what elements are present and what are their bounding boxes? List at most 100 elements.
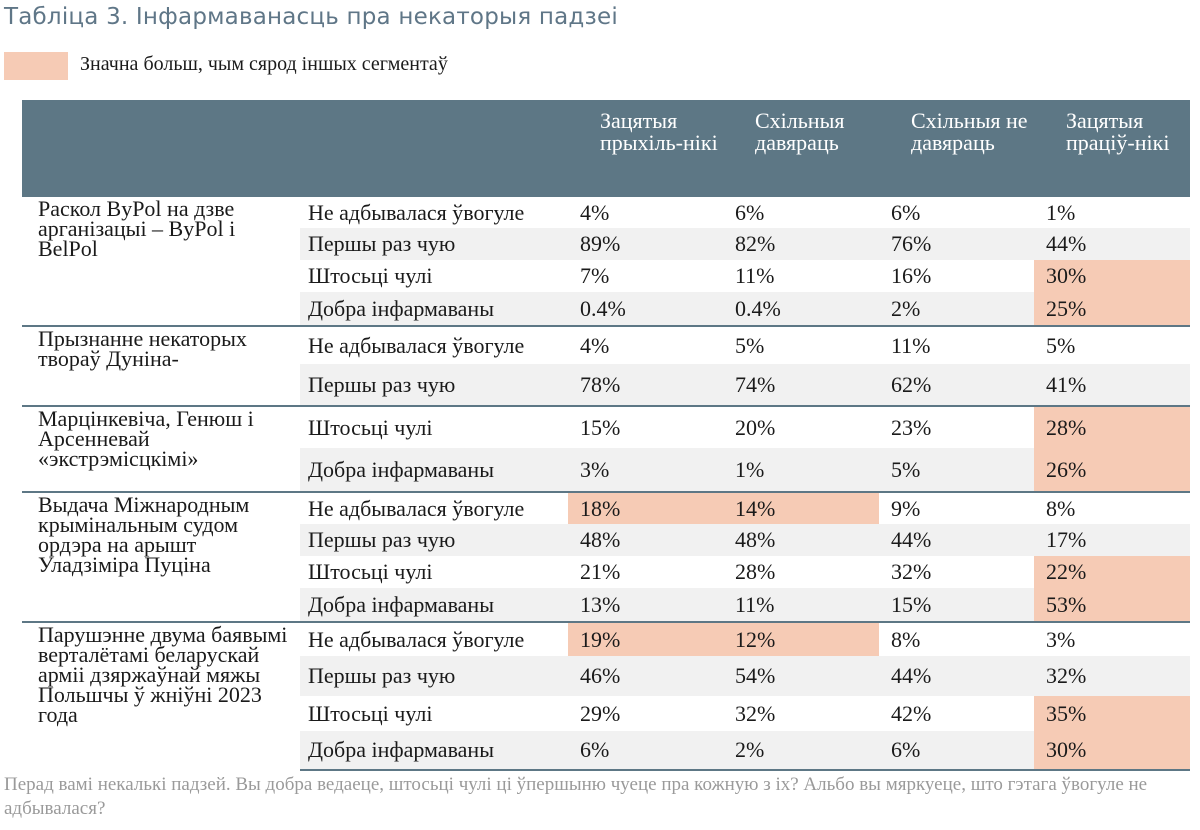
value-cell-col-1: 89%: [568, 228, 723, 260]
value-cell-col-2: 48%: [723, 524, 879, 556]
value-cell-col-1: 15%: [568, 405, 723, 448]
value-cell-col-4: 28%: [1034, 405, 1190, 448]
value-cell-col-3: 6%: [879, 731, 1034, 771]
value-cell-col-4: 30%: [1034, 260, 1190, 292]
value-cell-col-3: 8%: [879, 621, 1034, 656]
event-cell-helicopters-border: Парушэнне двума баявымі верталётамі бела…: [22, 621, 300, 771]
header-blank-event: [22, 100, 300, 195]
table-row: Першы раз чую 89% 82% 76% 44%: [22, 228, 1190, 260]
table-row: Парушэнне двума баявымі верталётамі бела…: [22, 621, 1190, 771]
footnote: Перад вамі некалькі падзей. Вы добра вед…: [4, 774, 1148, 819]
value-cell-col-1: 19%: [568, 621, 723, 656]
answer-cell: Першы раз чую: [300, 524, 568, 556]
value-cell-col-2: 20%: [723, 405, 879, 448]
value-cell-col-3: 76%: [879, 228, 1034, 260]
value-cell-col-3: 5%: [879, 448, 1034, 491]
event-cell-putin-warrant: Выдача Міжнародным крымінальным судом ор…: [22, 491, 300, 621]
answer-cell: Першы раз чую: [300, 364, 568, 405]
header-col-4: Зацятыя праціў-нікі: [1034, 100, 1190, 195]
answer-cell: Штосьці чулі: [300, 556, 568, 588]
value-cell-col-3: 9%: [879, 491, 1034, 524]
answer-cell: Першы раз чую: [300, 228, 568, 260]
answer-cell: Добра інфармаваны: [300, 292, 568, 325]
legend-label: Значна больш, чым сярод іншых сегментаў: [80, 53, 448, 75]
value-cell-col-4: 53%: [1034, 588, 1190, 621]
value-cell-col-2: 1%: [723, 448, 879, 491]
legend-swatch: [4, 52, 68, 80]
table-row: Першы раз чую 46% 54% 44% 32%: [22, 656, 1190, 696]
table-row: Выдача Міжнародным крымінальным судом ор…: [22, 491, 1190, 621]
header-col-3-label: Схільныя не давяраць: [911, 108, 1028, 155]
value-cell-col-4: 41%: [1034, 364, 1190, 405]
table-row: Добра інфармаваны 13% 11% 15% 53%: [22, 588, 1190, 621]
answer-cell: Добра інфармаваны: [300, 588, 568, 621]
value-cell-col-2: 11%: [723, 588, 879, 621]
value-cell-col-4: 8%: [1034, 491, 1190, 524]
table-row: Добра інфармаваны 6% 2% 6% 30%: [22, 731, 1190, 771]
value-cell-col-3: 32%: [879, 556, 1034, 588]
value-cell-col-2: 11%: [723, 260, 879, 292]
table-row: Штосьці чулі 21% 28% 32% 22%: [22, 556, 1190, 588]
value-cell-col-1: 3%: [568, 448, 723, 491]
value-cell-col-3: 23%: [879, 405, 1034, 448]
value-cell-col-2: 28%: [723, 556, 879, 588]
value-cell-col-4: 5%: [1034, 325, 1190, 364]
table-header-row: Зацятыя прыхіль-нікі Схільныя давяраць С…: [22, 100, 1190, 195]
value-cell-col-1: 6%: [568, 731, 723, 771]
value-cell-col-2: 74%: [723, 364, 879, 405]
value-cell-col-1: 46%: [568, 656, 723, 696]
header-col-1-label: Зацятыя прыхіль-нікі: [600, 108, 718, 155]
table-row: Штосьці чулі 7% 11% 16% 30%: [22, 260, 1190, 292]
value-cell-col-2: 32%: [723, 696, 879, 731]
table-row: Раскол ByPol на дзве арганізацыі – ByPol…: [22, 195, 1190, 325]
table-title: Табліца 3. Інфармаванасць пра некаторыя …: [4, 4, 618, 30]
answer-cell: Не адбывалася ўвогуле: [300, 325, 568, 364]
answer-cell: Не адбывалася ўвогуле: [300, 491, 568, 524]
value-cell-col-2: 14%: [723, 491, 879, 524]
value-cell-col-3: 16%: [879, 260, 1034, 292]
answer-cell: Добра інфармаваны: [300, 731, 568, 771]
event-cell-dunin-works: Прызнанне некаторых твораў Дуніна-: [22, 325, 300, 405]
value-cell-col-2: 0.4%: [723, 292, 879, 325]
event-cell-dunin-works-cont: Марцінкевіча, Генюш і Арсенневай «экстрэ…: [22, 405, 300, 491]
table-body: Раскол ByPol на дзве арганізацыі – ByPol…: [22, 195, 1190, 771]
table-row: Штосьці чулі 29% 32% 42% 35%: [22, 696, 1190, 731]
value-cell-col-3: 6%: [879, 195, 1034, 228]
value-cell-col-3: 44%: [879, 524, 1034, 556]
value-cell-col-2: 82%: [723, 228, 879, 260]
value-cell-col-1: 78%: [568, 364, 723, 405]
value-cell-col-1: 48%: [568, 524, 723, 556]
value-cell-col-3: 42%: [879, 696, 1034, 731]
answer-cell: Штосьці чулі: [300, 405, 568, 448]
value-cell-col-2: 2%: [723, 731, 879, 771]
value-cell-col-3: 15%: [879, 588, 1034, 621]
answer-cell: Штосьці чулі: [300, 260, 568, 292]
answer-cell: Першы раз чую: [300, 656, 568, 696]
value-cell-col-1: 4%: [568, 325, 723, 364]
answer-cell: Не адбывалася ўвогуле: [300, 621, 568, 656]
table-row: Прызнанне некаторых твораў Дуніна- Не адб…: [22, 325, 1190, 405]
value-cell-col-4: 22%: [1034, 556, 1190, 588]
value-cell-col-4: 30%: [1034, 731, 1190, 771]
value-cell-col-1: 7%: [568, 260, 723, 292]
value-cell-col-4: 35%: [1034, 696, 1190, 731]
header-blank-answer: [300, 100, 568, 195]
header-col-2: Схільныя давяраць: [723, 100, 879, 195]
value-cell-col-2: 5%: [723, 325, 879, 364]
value-cell-col-3: 2%: [879, 292, 1034, 325]
table-row: Добра інфармаваны 0.4% 0.4% 2% 25%: [22, 292, 1190, 325]
value-cell-col-1: 18%: [568, 491, 723, 524]
header-col-4-label: Зацятыя праціў-нікі: [1066, 108, 1170, 155]
value-cell-col-1: 29%: [568, 696, 723, 731]
table-row: Першы раз чую 78% 74% 62% 41%: [22, 364, 1190, 405]
table-row: Марцінкевіча, Генюш і Арсенневай «экстрэ…: [22, 405, 1190, 491]
answer-cell: Не адбывалася ўвогуле: [300, 195, 568, 228]
value-cell-col-2: 12%: [723, 621, 879, 656]
value-cell-col-3: 11%: [879, 325, 1034, 364]
value-cell-col-3: 44%: [879, 656, 1034, 696]
value-cell-col-4: 26%: [1034, 448, 1190, 491]
value-cell-col-4: 3%: [1034, 621, 1190, 656]
value-cell-col-4: 25%: [1034, 292, 1190, 325]
value-cell-col-3: 62%: [879, 364, 1034, 405]
value-cell-col-2: 6%: [723, 195, 879, 228]
